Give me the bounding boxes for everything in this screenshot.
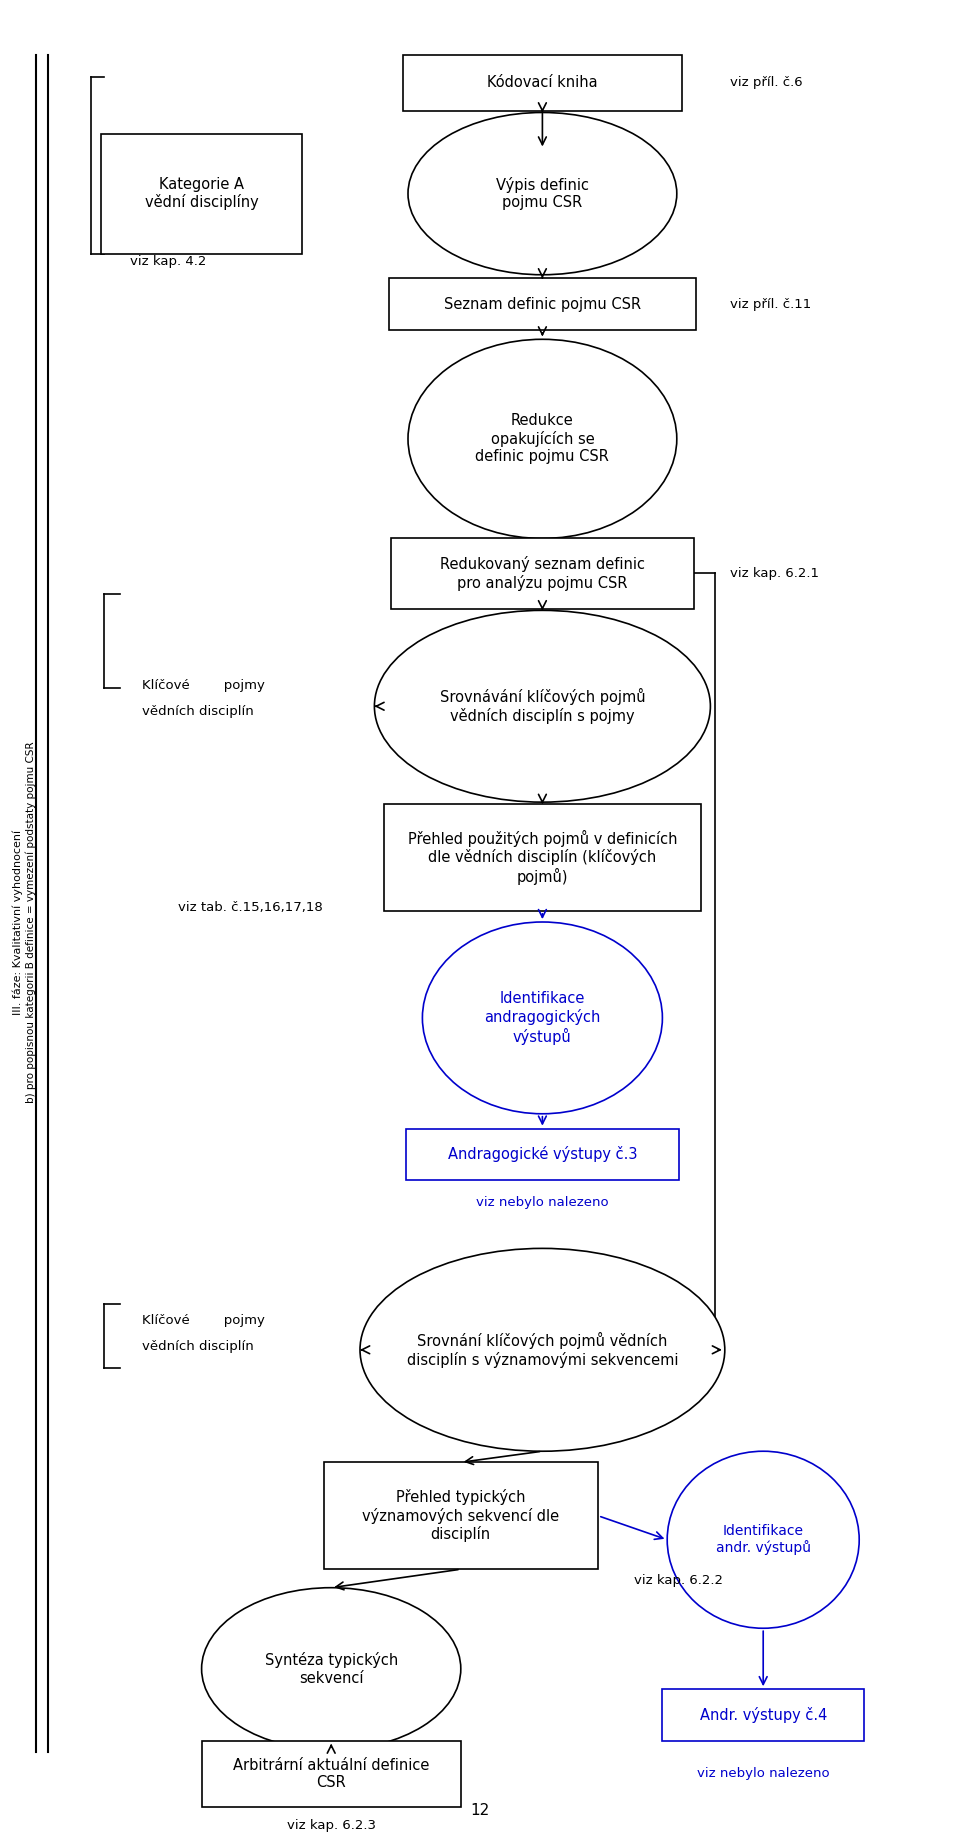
Text: 12: 12 xyxy=(470,1803,490,1818)
Ellipse shape xyxy=(667,1451,859,1628)
Text: vědních disciplín: vědních disciplín xyxy=(142,1339,253,1353)
Text: Srovnání klíčových pojmů vědních
disciplín s významovými sekvencemi: Srovnání klíčových pojmů vědních discipl… xyxy=(407,1331,678,1368)
Text: Přehled použitých pojmů v definicích
dle vědních disciplín (klíčových
pojmů): Přehled použitých pojmů v definicích dle… xyxy=(408,830,677,885)
Text: Identifikace
andragogických
výstupů: Identifikace andragogických výstupů xyxy=(484,992,601,1044)
FancyBboxPatch shape xyxy=(384,804,701,911)
Ellipse shape xyxy=(422,922,662,1114)
Ellipse shape xyxy=(202,1588,461,1750)
Text: Přehled typických
významových sekvencí dle
disciplín: Přehled typických významových sekvencí d… xyxy=(362,1490,560,1542)
Text: viz tab. č.15,16,17,18: viz tab. č.15,16,17,18 xyxy=(178,900,323,915)
Text: viz kap. 6.2.1: viz kap. 6.2.1 xyxy=(730,566,819,581)
Text: Kódovací kniha: Kódovací kniha xyxy=(487,76,598,90)
Text: viz příl. č.11: viz příl. č.11 xyxy=(730,297,811,312)
Text: b) pro popisnou kategorii B definice = vymezení podstaty pojmu CSR: b) pro popisnou kategorii B definice = v… xyxy=(26,741,36,1103)
Text: Redukovaný seznam definic
pro analýzu pojmu CSR: Redukovaný seznam definic pro analýzu po… xyxy=(440,557,645,590)
Text: Klíčové        pojmy: Klíčové pojmy xyxy=(142,1313,265,1328)
FancyBboxPatch shape xyxy=(101,135,302,253)
Text: Redukce
opakujících se
definic pojmu CSR: Redukce opakujících se definic pojmu CSR xyxy=(475,413,610,465)
FancyBboxPatch shape xyxy=(403,55,682,111)
Text: Syntéza typických
sekvencí: Syntéza typických sekvencí xyxy=(265,1652,397,1685)
Text: Srovnávání klíčových pojmů
vědních disciplín s pojmy: Srovnávání klíčových pojmů vědních disci… xyxy=(440,688,645,725)
Text: vědních disciplín: vědních disciplín xyxy=(142,704,253,719)
Text: Výpis definic
pojmu CSR: Výpis definic pojmu CSR xyxy=(496,177,588,210)
Text: III. fáze: Kvalitativní vyhodnocení: III. fáze: Kvalitativní vyhodnocení xyxy=(12,830,22,1014)
Ellipse shape xyxy=(408,339,677,538)
Text: Klíčové        pojmy: Klíčové pojmy xyxy=(142,679,265,693)
Text: viz nebylo nalezeno: viz nebylo nalezeno xyxy=(476,1195,609,1210)
FancyBboxPatch shape xyxy=(405,1129,680,1180)
Text: viz nebylo nalezeno: viz nebylo nalezeno xyxy=(697,1767,829,1781)
Text: Andragogické výstupy č.3: Andragogické výstupy č.3 xyxy=(447,1147,637,1162)
FancyBboxPatch shape xyxy=(662,1689,864,1741)
FancyBboxPatch shape xyxy=(324,1462,597,1569)
Text: viz kap. 6.2.2: viz kap. 6.2.2 xyxy=(634,1573,723,1588)
Text: Andr. výstupy č.4: Andr. výstupy č.4 xyxy=(700,1708,827,1722)
Text: Seznam definic pojmu CSR: Seznam definic pojmu CSR xyxy=(444,297,641,312)
Ellipse shape xyxy=(374,610,710,802)
Text: viz příl. č.6: viz příl. č.6 xyxy=(730,76,803,90)
Text: Identifikace
andr. výstupů: Identifikace andr. výstupů xyxy=(716,1525,810,1554)
Text: Arbitrární aktuální definice
CSR: Arbitrární aktuální definice CSR xyxy=(233,1757,429,1791)
Ellipse shape xyxy=(408,112,677,275)
FancyBboxPatch shape xyxy=(392,538,693,609)
FancyBboxPatch shape xyxy=(389,278,696,330)
Text: viz kap. 4.2: viz kap. 4.2 xyxy=(130,254,206,269)
Ellipse shape xyxy=(360,1248,725,1451)
Text: viz kap. 6.2.3: viz kap. 6.2.3 xyxy=(287,1818,375,1833)
FancyBboxPatch shape xyxy=(202,1741,461,1807)
Text: Kategorie A
vědní disciplíny: Kategorie A vědní disciplíny xyxy=(145,177,258,210)
